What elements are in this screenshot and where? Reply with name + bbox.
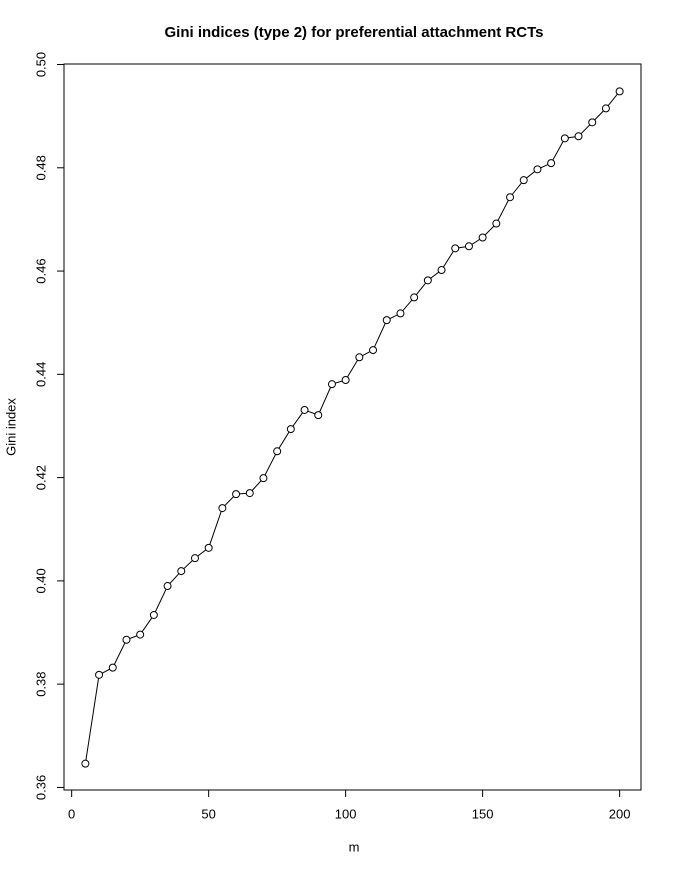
data-point [95,670,104,679]
data-point [369,346,378,355]
y-tick-label: 0.38 [33,671,48,696]
y-tick-label: 0.48 [33,155,48,180]
data-point [245,489,254,498]
data-point [81,759,90,768]
data-point [259,474,268,483]
x-tick-label: 200 [609,806,631,821]
y-tick-label: 0.42 [33,465,48,490]
series-line [84,91,621,764]
x-tick-label: 0 [68,806,75,821]
data-point [533,165,542,174]
data-point [519,176,528,185]
x-tick-label: 50 [201,806,215,821]
data-point [218,504,227,513]
data-point [464,242,473,251]
y-tick-label: 0.46 [33,258,48,283]
data-point [355,353,364,362]
data-point [382,316,391,325]
data-point [492,219,501,228]
data-point [314,411,323,420]
data-point [396,309,405,318]
data-point [615,87,624,96]
data-point [588,118,597,127]
data-point [423,276,432,285]
y-tick-label: 0.44 [33,362,48,387]
data-point [286,425,295,434]
y-axis-label: Gini index [3,398,18,456]
data-point [410,293,419,302]
data-point [204,543,213,552]
chart-title: Gini indices (type 2) for preferential a… [165,24,544,41]
data-point [136,630,145,639]
data-point [327,380,336,389]
data-point [437,266,446,275]
data-point [177,567,186,576]
data-point [273,447,282,456]
plot-box [63,63,642,791]
data-point [601,104,610,113]
x-axis-label: m [349,839,360,854]
data-point [300,405,309,414]
y-tick-label: 0.36 [33,775,48,800]
data-point [478,233,487,242]
data-point [108,663,117,672]
x-tick-label: 150 [472,806,494,821]
data-point [574,132,583,141]
data-point [149,610,158,619]
data-point [122,635,131,644]
data-point [506,193,515,202]
data-point [547,159,556,168]
data-point [560,134,569,143]
data-point [190,554,199,563]
y-tick-label: 0.50 [33,52,48,77]
data-point [232,490,241,499]
data-point [341,376,350,385]
data-point [451,244,460,253]
x-tick-label: 100 [335,806,357,821]
y-tick-label: 0.40 [33,568,48,593]
data-point [163,582,172,591]
